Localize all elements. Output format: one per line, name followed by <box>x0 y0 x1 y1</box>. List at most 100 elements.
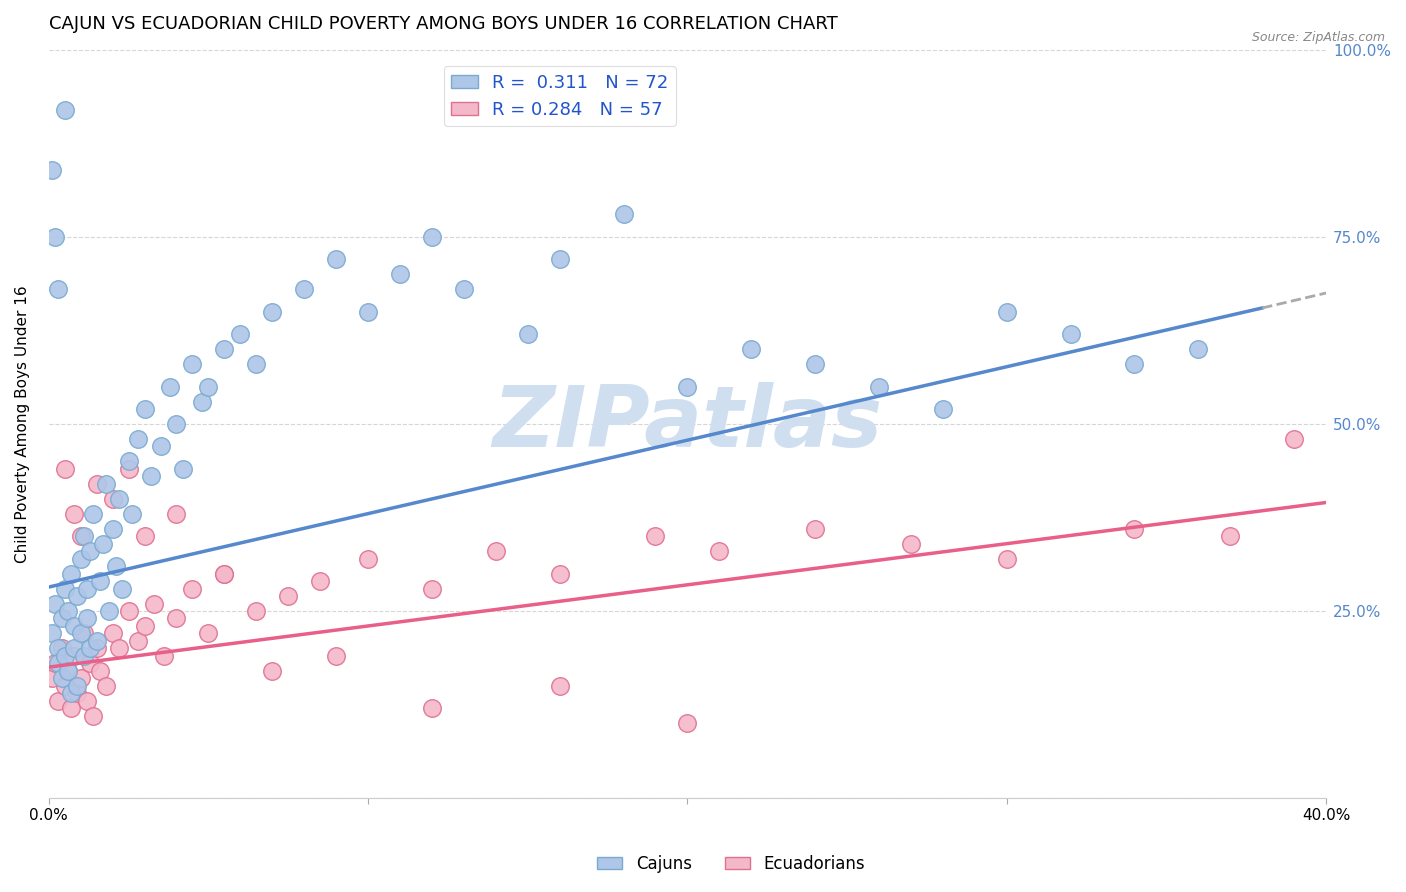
Point <box>79 657 101 671</box>
Point <box>485 544 508 558</box>
Point <box>357 304 380 318</box>
Point <box>66 686 89 700</box>
Point <box>420 230 443 244</box>
Point <box>44 597 66 611</box>
Point <box>108 491 131 506</box>
Point <box>134 402 156 417</box>
Point <box>389 268 412 282</box>
Point <box>46 694 69 708</box>
Point <box>73 626 96 640</box>
Point <box>1187 342 1209 356</box>
Point <box>51 671 73 685</box>
Point <box>740 342 762 356</box>
Point <box>127 634 149 648</box>
Point <box>932 402 955 417</box>
Point <box>104 559 127 574</box>
Point <box>181 582 204 596</box>
Point <box>89 574 111 588</box>
Point <box>159 379 181 393</box>
Point <box>1282 432 1305 446</box>
Point <box>69 626 91 640</box>
Point <box>111 582 134 596</box>
Point <box>53 462 76 476</box>
Point <box>548 566 571 581</box>
Point <box>82 708 104 723</box>
Point <box>66 679 89 693</box>
Point <box>262 304 284 318</box>
Point <box>117 462 139 476</box>
Point <box>101 522 124 536</box>
Point <box>76 611 98 625</box>
Point <box>66 589 89 603</box>
Point <box>453 282 475 296</box>
Point <box>245 604 267 618</box>
Point <box>134 619 156 633</box>
Point <box>101 491 124 506</box>
Point <box>96 679 118 693</box>
Point <box>86 476 108 491</box>
Point <box>644 529 666 543</box>
Point <box>1123 522 1146 536</box>
Point <box>79 544 101 558</box>
Point <box>46 657 69 671</box>
Point <box>76 582 98 596</box>
Legend: Cajuns, Ecuadorians: Cajuns, Ecuadorians <box>591 848 872 880</box>
Point <box>1059 327 1081 342</box>
Point <box>357 551 380 566</box>
Point <box>41 671 63 685</box>
Point <box>995 304 1018 318</box>
Point <box>63 641 86 656</box>
Point <box>139 469 162 483</box>
Point <box>44 230 66 244</box>
Point <box>420 582 443 596</box>
Point <box>420 701 443 715</box>
Point <box>548 252 571 267</box>
Point <box>63 507 86 521</box>
Point <box>76 694 98 708</box>
Point <box>214 566 236 581</box>
Point <box>60 686 83 700</box>
Point <box>53 648 76 663</box>
Point <box>166 611 188 625</box>
Point <box>86 634 108 648</box>
Point <box>181 357 204 371</box>
Point <box>63 648 86 663</box>
Point <box>804 357 827 371</box>
Point <box>60 566 83 581</box>
Point <box>101 626 124 640</box>
Point <box>98 604 121 618</box>
Point <box>292 282 315 296</box>
Point <box>56 664 79 678</box>
Point <box>117 604 139 618</box>
Text: ZIPatlas: ZIPatlas <box>492 383 883 466</box>
Point <box>548 679 571 693</box>
Point <box>143 597 166 611</box>
Point <box>676 716 699 731</box>
Point <box>96 476 118 491</box>
Point <box>53 582 76 596</box>
Point <box>79 641 101 656</box>
Point <box>117 454 139 468</box>
Point <box>166 417 188 431</box>
Point <box>53 103 76 117</box>
Point <box>69 529 91 543</box>
Text: Source: ZipAtlas.com: Source: ZipAtlas.com <box>1251 31 1385 45</box>
Point <box>69 671 91 685</box>
Point <box>516 327 538 342</box>
Point <box>191 394 214 409</box>
Point <box>86 641 108 656</box>
Point <box>73 648 96 663</box>
Point <box>121 507 143 521</box>
Legend: R =  0.311   N = 72, R = 0.284   N = 57: R = 0.311 N = 72, R = 0.284 N = 57 <box>443 66 676 126</box>
Point <box>214 566 236 581</box>
Point <box>46 282 69 296</box>
Point <box>676 379 699 393</box>
Point <box>900 536 922 550</box>
Point <box>172 462 194 476</box>
Point <box>325 648 347 663</box>
Y-axis label: Child Poverty Among Boys Under 16: Child Poverty Among Boys Under 16 <box>15 285 30 563</box>
Point <box>127 432 149 446</box>
Point <box>41 162 63 177</box>
Point <box>166 507 188 521</box>
Point <box>197 379 219 393</box>
